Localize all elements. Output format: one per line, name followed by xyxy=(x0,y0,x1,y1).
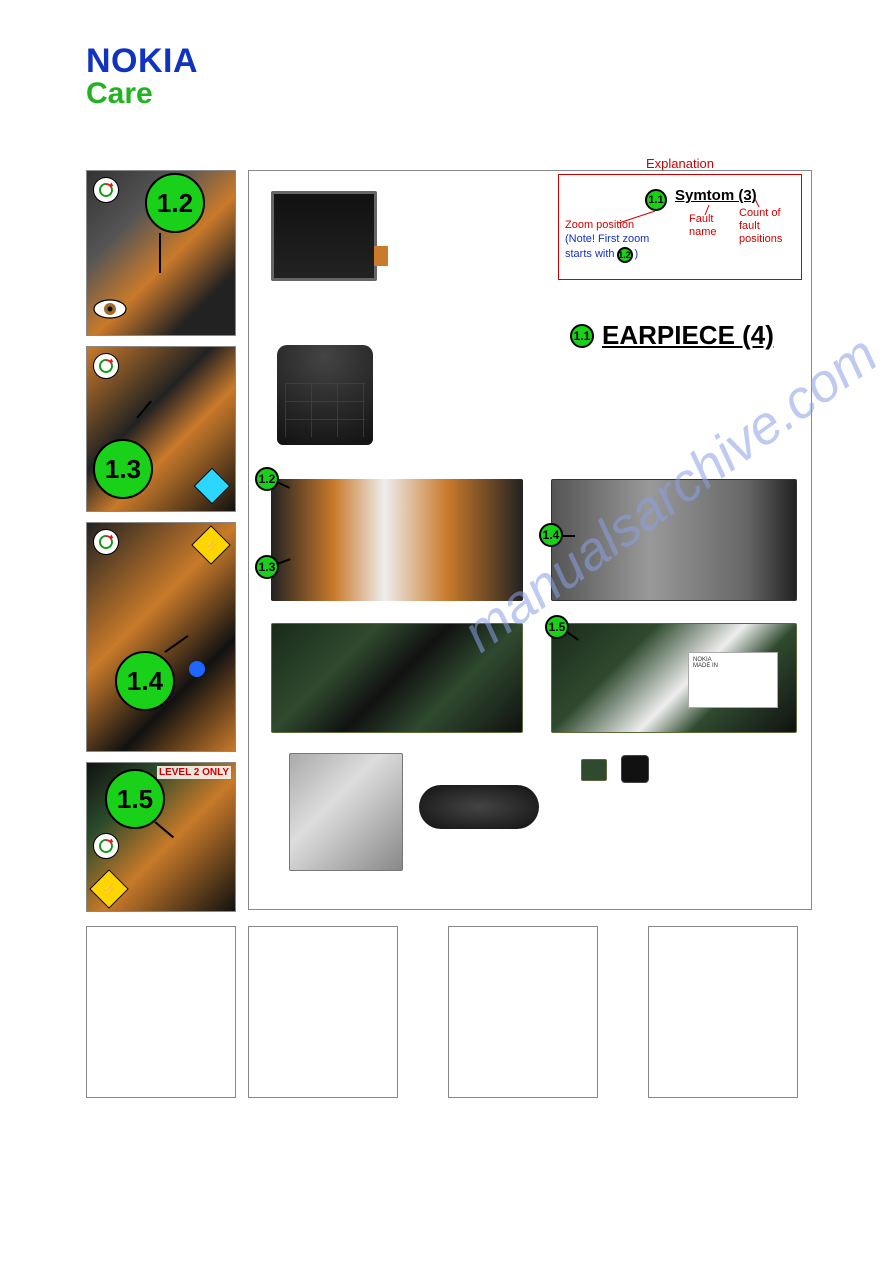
page: NOKIA Care 1.2 1.3 ⚡ xyxy=(0,0,893,1263)
expl-connectors xyxy=(559,175,803,281)
part-camera xyxy=(621,755,649,783)
thumb-1: 1.2 xyxy=(86,170,236,336)
callout-1-1: 1.1 xyxy=(570,324,594,348)
brand-name: NOKIA xyxy=(86,42,198,81)
level2-badge: LEVEL 2 ONLY xyxy=(157,766,231,779)
thumb-3: ⚡ 1.4 xyxy=(86,522,236,752)
part-bracket xyxy=(289,753,403,871)
empty-box-4 xyxy=(648,926,798,1098)
explanation-title: Explanation xyxy=(558,156,802,171)
callout-1-2-small: 1.2 xyxy=(255,467,279,491)
refresh-icon xyxy=(93,529,119,555)
callout-label: 1.4 xyxy=(543,528,560,542)
brand-subtitle: Care xyxy=(86,77,198,111)
empty-box-1 xyxy=(86,926,236,1098)
part-keypad xyxy=(277,345,373,445)
callout-label: 1.5 xyxy=(549,620,566,634)
part-chassis xyxy=(551,479,797,601)
part-bumper xyxy=(419,785,539,829)
callout-1-2: 1.2 xyxy=(145,173,205,233)
part-lcd xyxy=(271,191,377,281)
part-pcb-front xyxy=(271,623,523,733)
callout-1-5-small: 1.5 xyxy=(545,615,569,639)
empty-box-2 xyxy=(248,926,398,1098)
part-pcb-back: NOKIAMADE IN xyxy=(551,623,797,733)
fault-title: EARPIECE (4) xyxy=(602,320,774,351)
eye-icon xyxy=(93,299,127,319)
refresh-icon xyxy=(93,833,119,859)
explanation-box: 1.1 Symtom (3) Zoom position (Note! Firs… xyxy=(558,174,802,280)
empty-box-3 xyxy=(448,926,598,1098)
refresh-icon xyxy=(93,353,119,379)
brand-logo: NOKIA Care xyxy=(86,42,198,111)
blue-dot-icon xyxy=(189,661,205,677)
callout-label: 1.3 xyxy=(259,560,276,574)
callout-label: 1.2 xyxy=(157,188,193,219)
callout-1-5: 1.5 xyxy=(105,769,165,829)
part-chip xyxy=(581,759,607,781)
callout-label: 1.4 xyxy=(127,666,163,697)
thumb-2: 1.3 xyxy=(86,346,236,512)
callout-label: 1.5 xyxy=(117,784,153,815)
part-flex-assembly xyxy=(271,479,523,601)
callout-1-4: 1.4 xyxy=(115,651,175,711)
exploded-view-panel: NOKIAMADE IN 1.2 1.3 1.4 1.5 manualsarch… xyxy=(248,170,812,910)
callout-1-3: 1.3 xyxy=(93,439,153,499)
callout-label: 1.2 xyxy=(259,472,276,486)
callout-label: 1.3 xyxy=(105,454,141,485)
callout-label: 1.1 xyxy=(574,329,591,343)
callout-1-4-small: 1.4 xyxy=(539,523,563,547)
pcb-label-sticker: NOKIAMADE IN xyxy=(688,652,778,708)
thumb-4: LEVEL 2 ONLY 1.5 ⚡ xyxy=(86,762,236,912)
refresh-icon xyxy=(93,177,119,203)
fault-title-row: 1.1 EARPIECE (4) xyxy=(570,320,774,351)
callout-1-3-small: 1.3 xyxy=(255,555,279,579)
